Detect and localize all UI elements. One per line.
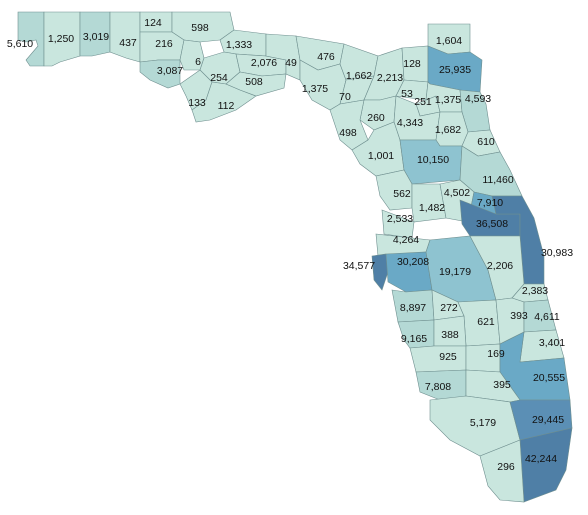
label-lee: 7,808 [424,381,452,393]
label-miami-dade: 42,244 [524,453,558,465]
county-miami-dade [519,427,573,503]
label-pinellas: 34,577 [342,260,376,272]
label-glades: 169 [487,348,505,360]
label-pasco: 4,264 [392,234,420,246]
label-duval: 25,935 [438,64,472,76]
label-calhoun: 6 [195,56,201,68]
label-highlands: 621 [477,316,495,328]
label-hillsborough: 30,208 [396,256,430,268]
label-liberty: 254 [210,72,228,84]
label-baker: 128 [403,58,421,70]
county-okaloosa [79,11,111,57]
label-holmes: 124 [144,17,162,29]
label-bradford: 251 [414,96,432,108]
label-okeechobee: 393 [510,310,528,322]
label-gulf: 133 [188,97,206,109]
label-broward: 29,445 [531,414,565,426]
label-jackson: 598 [191,22,209,34]
label-desoto: 388 [441,329,459,341]
label-citrus: 562 [393,188,411,200]
county-walton [109,11,141,63]
label-st-lucie: 4,611 [534,311,560,323]
county-monroe [479,439,525,503]
label-walton: 437 [119,37,137,49]
label-martin: 3,401 [538,337,566,349]
label-columbia: 2,213 [376,72,404,84]
label-union: 53 [401,88,413,100]
county-wakulla [225,71,287,97]
label-st-johns: 4,593 [464,93,492,105]
label-leon: 2,076 [250,57,278,69]
label-gadsden: 1,333 [225,39,253,51]
county-sumter [411,183,447,223]
label-madison: 476 [317,51,335,63]
label-escambia: 5,610 [6,38,34,50]
label-okaloosa: 3,019 [82,31,110,43]
label-osceola: 2,206 [486,260,514,272]
label-orange: 36,508 [475,218,509,230]
county-bay [139,59,181,89]
label-wakulla: 508 [245,76,263,88]
county-charlotte [409,345,467,373]
label-hamilton: 1,662 [345,70,373,82]
label-washington: 216 [155,38,173,50]
label-hardee: 272 [440,302,458,314]
label-franklin: 112 [217,100,235,112]
label-indian-river: 2,383 [521,285,549,297]
label-hernando: 2,533 [386,213,414,225]
label-alachua: 4,343 [396,117,424,129]
label-levy: 1,001 [367,150,395,162]
county-broward [509,399,573,441]
label-lafayette: 70 [339,91,351,103]
label-palm-beach: 20,555 [532,372,566,384]
label-taylor: 1,375 [301,83,329,95]
label-charlotte: 925 [439,351,457,363]
label-polk: 19,179 [438,266,472,278]
label-manatee: 8,897 [399,302,427,314]
label-brevard: 30,983 [540,247,574,259]
label-putnam: 1,682 [434,124,462,136]
label-clay: 1,375 [434,94,462,106]
label-nassau: 1,604 [435,35,463,47]
label-sarasota: 9,165 [400,333,428,345]
county-pinellas [371,253,389,291]
label-bay: 3,087 [156,65,184,77]
label-suwannee: 260 [367,112,385,124]
label-monroe: 296 [497,461,515,473]
label-flagler: 610 [477,136,495,148]
label-santa-rosa: 1,250 [47,33,75,45]
label-hendry: 395 [493,379,511,391]
label-collier: 5,179 [469,417,497,429]
label-sumter: 1,482 [418,202,446,214]
label-marion: 10,150 [416,154,450,166]
label-volusia: 11,460 [482,174,514,186]
label-jefferson: 49 [285,57,297,69]
county-dixie [329,99,369,151]
label-seminole: 7,910 [476,197,504,209]
label-lake: 4,502 [443,187,471,199]
label-dixie: 498 [339,127,357,139]
